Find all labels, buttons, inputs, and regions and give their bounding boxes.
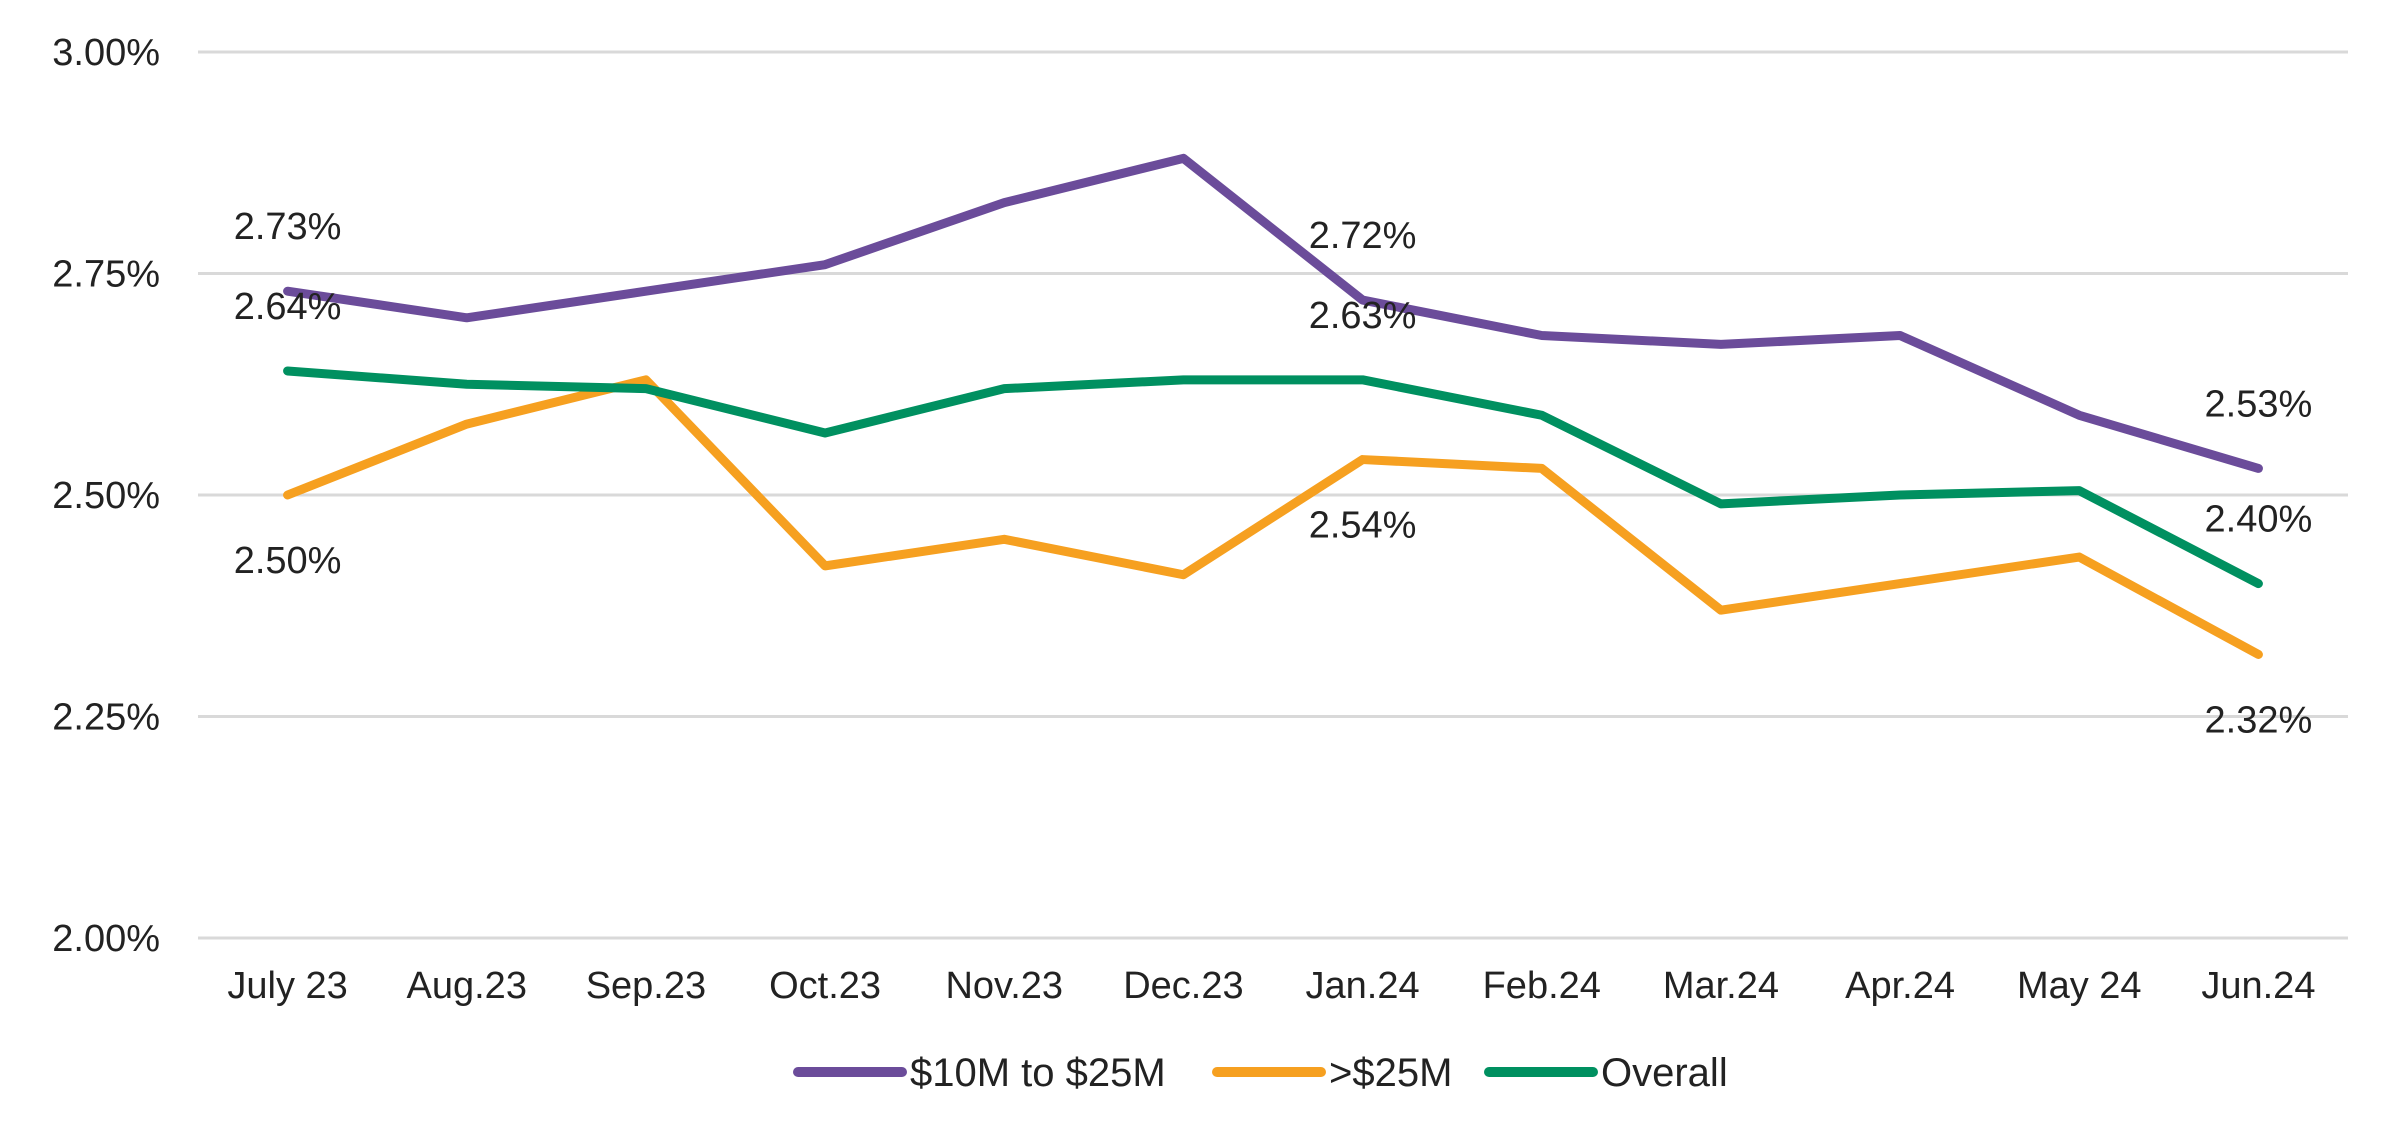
data-label: 2.32% xyxy=(2205,699,2313,741)
x-tick-label: Oct.23 xyxy=(769,965,881,1007)
x-tick-label: May 24 xyxy=(2017,965,2142,1007)
x-tick-label: Nov.23 xyxy=(945,965,1063,1007)
series-lines xyxy=(283,153,2263,659)
x-tick-label: Aug.23 xyxy=(407,965,527,1007)
x-axis-tick-labels: July 23 Aug.23 Sep.23 Oct.23 Nov.23 Dec.23 Jan… xyxy=(227,965,2315,1007)
series-line xyxy=(283,153,2263,473)
x-tick-label: Apr.24 xyxy=(1845,965,1955,1007)
y-tick-label: 2.25% xyxy=(52,697,160,739)
data-label: 2.53% xyxy=(2205,383,2313,425)
y-tick-label: 2.00% xyxy=(52,918,160,960)
x-tick-label: Jan.24 xyxy=(1306,965,1420,1007)
series-line xyxy=(283,366,2263,589)
legend-item: $10M to $25M xyxy=(793,1051,1166,1095)
y-tick-label: 2.75% xyxy=(52,254,160,296)
x-tick-label: Feb.24 xyxy=(1483,965,1601,1007)
data-labels: 2.73% 2.72% 2.53% 2.50% 2.54% 2.32% 2.64% 2.63%… xyxy=(234,206,2313,741)
gridlines xyxy=(198,50,2348,940)
series-line xyxy=(283,375,2263,659)
y-axis-tick-labels: 2.00% 2.25% 2.50% 2.75% 3.00% xyxy=(52,32,160,960)
legend-label: Overall xyxy=(1601,1051,1728,1095)
x-tick-label: July 23 xyxy=(227,965,347,1007)
x-tick-label: Jun.24 xyxy=(2201,965,2315,1007)
data-label: 2.73% xyxy=(234,206,342,248)
data-label: 2.40% xyxy=(2205,499,2313,541)
y-tick-label: 2.50% xyxy=(52,475,160,517)
data-label: 2.72% xyxy=(1309,215,1417,257)
x-tick-label: Sep.23 xyxy=(586,965,706,1007)
legend-label: >$25M xyxy=(1329,1051,1452,1095)
x-tick-label: Dec.23 xyxy=(1123,965,1243,1007)
data-label: 2.63% xyxy=(1309,295,1417,337)
data-label: 2.50% xyxy=(234,540,342,582)
legend-item: Overall xyxy=(1484,1051,1728,1095)
y-tick-label: 3.00% xyxy=(52,32,160,74)
data-label: 2.64% xyxy=(234,286,342,328)
x-tick-label: Mar.24 xyxy=(1663,965,1779,1007)
legend: $10M to $25M >$25M Overall xyxy=(793,1051,1728,1095)
legend-label: $10M to $25M xyxy=(910,1051,1166,1095)
legend-item: >$25M xyxy=(1212,1051,1452,1095)
data-label: 2.54% xyxy=(1309,505,1417,547)
